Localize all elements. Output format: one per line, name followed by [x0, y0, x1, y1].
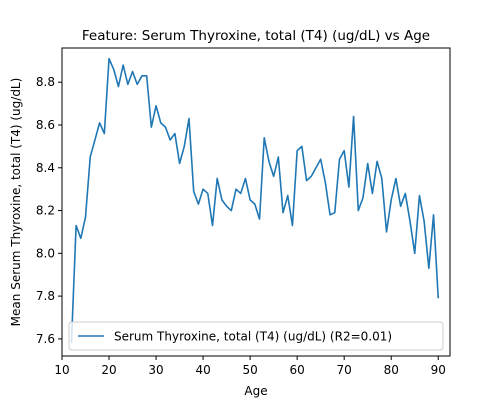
legend-entry-label: Serum Thyroxine, total (T4) (ug/dL) (R2=… [114, 330, 392, 344]
x-tick-label: 50 [242, 363, 257, 377]
y-axis-label: Mean Serum Thyroxine, total (T4) (ug/dL) [9, 78, 23, 327]
series-line-0 [70, 57, 440, 344]
y-tick-label: 8.2 [36, 204, 55, 218]
x-tick-label: 80 [384, 363, 399, 377]
x-tick-label: 60 [290, 363, 305, 377]
x-tick-label: 90 [431, 363, 446, 377]
legend: Serum Thyroxine, total (T4) (ug/dL) (R2=… [68, 321, 444, 351]
y-tick-label: 7.8 [36, 289, 55, 303]
x-tick-label: 30 [148, 363, 163, 377]
y-tick-label: 8.4 [36, 161, 55, 175]
plot-area-frame [61, 47, 451, 357]
y-tick-label: 8.0 [36, 246, 55, 260]
x-tick-label: 10 [54, 363, 69, 377]
y-axis: 7.6 7.8 8.0 8.2 8.4 8.6 8.8 [36, 75, 62, 346]
x-tick-label: 40 [195, 363, 210, 377]
x-axis: 10 20 30 40 50 60 70 80 90 [54, 356, 446, 377]
chart-title: Feature: Serum Thyroxine, total (T4) (ug… [82, 28, 430, 44]
x-tick-label: 20 [101, 363, 116, 377]
y-tick-label: 8.8 [36, 75, 55, 89]
y-tick-label: 8.6 [36, 118, 55, 132]
x-axis-label: Age [244, 384, 267, 398]
x-tick-label: 70 [337, 363, 352, 377]
y-tick-label: 7.6 [36, 332, 55, 346]
legend-box [68, 321, 444, 351]
